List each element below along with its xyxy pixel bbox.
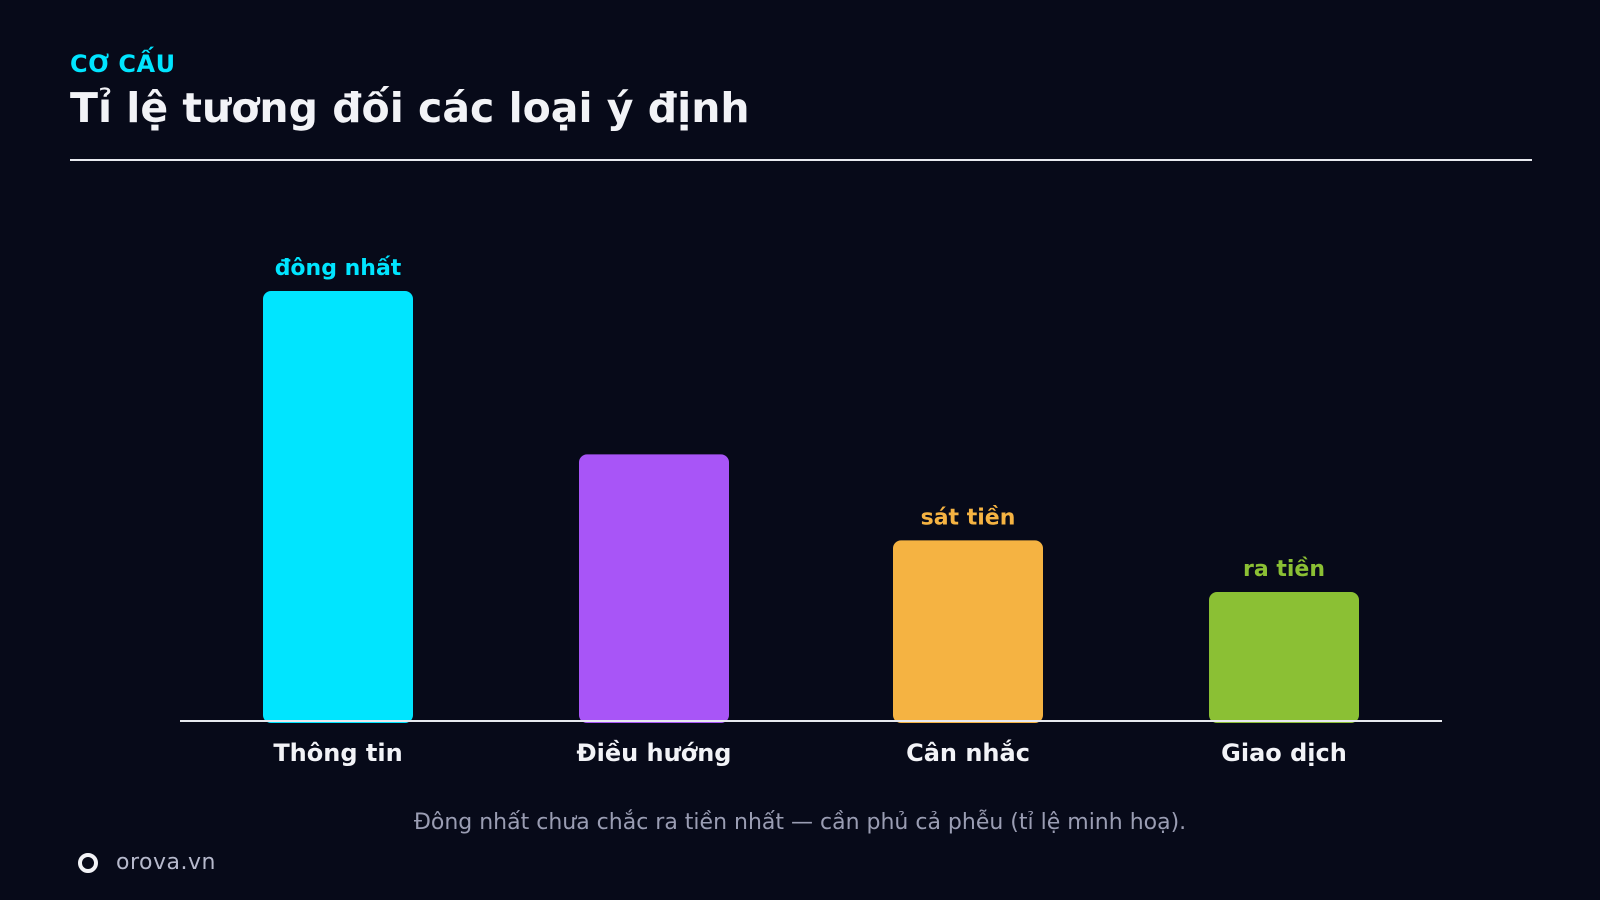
bar-annotation-3: sát tiền xyxy=(921,505,1016,530)
bar-annotation-4: ra tiền xyxy=(1243,557,1325,582)
chart-caption: Đông nhất chưa chắc ra tiền nhất — cần p… xyxy=(413,810,1187,835)
bar-1 xyxy=(263,291,413,723)
bar-chart: đông nhất Thông tin Điều hướng sát tiền Cân … xyxy=(180,256,1442,767)
category-label-2: Điều hướng xyxy=(577,739,732,767)
category-label-3: Cân nhắc xyxy=(906,738,1030,767)
bar-4 xyxy=(1209,592,1359,723)
bar-2 xyxy=(579,454,729,723)
bar-3 xyxy=(893,540,1043,723)
category-label-4: Giao dịch xyxy=(1221,739,1347,767)
bar-annotation-1: đông nhất xyxy=(275,256,402,281)
section-eyebrow: CƠ CẤU xyxy=(70,50,176,78)
ring-logo-icon xyxy=(78,852,98,873)
brand-name: orova.vn xyxy=(116,850,216,875)
slide-title: Tỉ lệ tương đối các loại ý định xyxy=(70,84,750,132)
category-label-1: Thông tin xyxy=(273,739,402,767)
footer: orova.vn xyxy=(78,850,216,875)
title-divider xyxy=(70,159,1532,161)
